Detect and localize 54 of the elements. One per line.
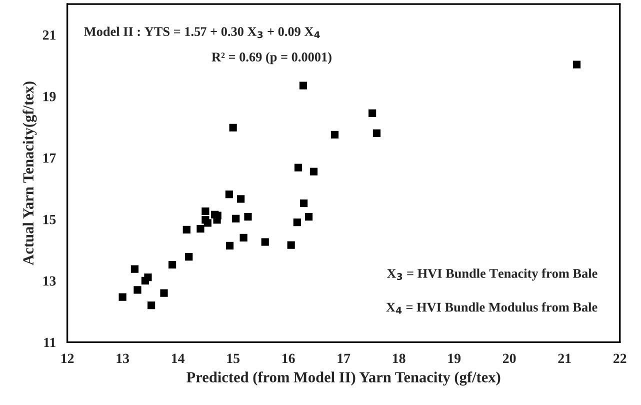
point bbox=[202, 207, 210, 216]
point bbox=[168, 260, 176, 269]
x-axis-title: Predicted (from Model II) Yarn Tenacity (gf/tex) bbox=[186, 371, 500, 386]
annotation: X$_{4}$ = HVI Bundle Modulus from Bale bbox=[386, 302, 598, 314]
point bbox=[240, 234, 248, 242]
point bbox=[261, 238, 269, 246]
point bbox=[185, 252, 193, 261]
y-tick-label: 13 bbox=[43, 276, 56, 286]
point bbox=[372, 129, 381, 137]
point bbox=[287, 241, 295, 249]
x-tick-label: 15 bbox=[227, 354, 240, 364]
point bbox=[118, 293, 126, 301]
point bbox=[304, 212, 313, 221]
x-tick-label: 18 bbox=[393, 354, 406, 364]
point bbox=[244, 212, 252, 221]
point bbox=[229, 124, 237, 132]
point bbox=[293, 218, 301, 226]
annotation: X$_{3}$ = HVI Bundle Tenacity from Bale bbox=[387, 268, 598, 281]
point bbox=[134, 286, 142, 294]
point bbox=[232, 214, 240, 222]
annotation: R² = 0.69 (p = 0.0001) bbox=[212, 52, 332, 64]
point bbox=[182, 226, 190, 234]
x-tick-label: 22 bbox=[613, 354, 626, 363]
y-tick-label: 21 bbox=[42, 30, 56, 40]
x-tick-label: 20 bbox=[502, 354, 516, 364]
y-tick-label: 15 bbox=[43, 214, 56, 224]
point bbox=[225, 190, 234, 198]
annotation: Model II : YTS = 1.57 + 0.30 X$_{3}$ + 0.09 X$_{4}$ bbox=[84, 26, 320, 38]
x-tick-label: 21 bbox=[558, 354, 571, 363]
point bbox=[130, 265, 139, 273]
point bbox=[330, 130, 339, 139]
y-tick-label: 11 bbox=[44, 338, 56, 348]
point bbox=[294, 164, 302, 172]
y-tick-label: 17 bbox=[43, 153, 56, 163]
point bbox=[226, 242, 234, 250]
point bbox=[368, 109, 376, 117]
y-axis-title: Actual Yarn Tenacity(gf/tex) bbox=[22, 82, 37, 266]
x-tick-label: 17 bbox=[338, 354, 350, 363]
x-tick-label: 16 bbox=[282, 354, 295, 364]
point bbox=[572, 60, 581, 68]
point bbox=[204, 219, 212, 227]
point bbox=[300, 199, 308, 208]
point bbox=[237, 195, 245, 203]
point bbox=[310, 168, 318, 176]
point bbox=[299, 82, 308, 90]
x-tick-label: 12 bbox=[61, 354, 74, 363]
x-tick-label: 14 bbox=[172, 354, 184, 363]
y-tick-label: 19 bbox=[43, 92, 56, 102]
point bbox=[160, 289, 168, 297]
x-tick-label: 13 bbox=[116, 354, 130, 364]
point bbox=[144, 274, 152, 282]
point bbox=[147, 302, 156, 310]
x-tick-label: 19 bbox=[448, 354, 461, 364]
point bbox=[196, 224, 204, 233]
